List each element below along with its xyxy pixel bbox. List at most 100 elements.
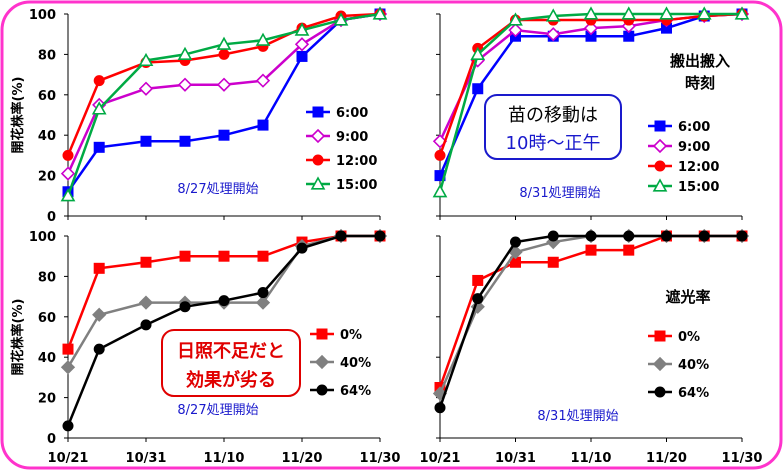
data-point [736,230,748,242]
data-point [296,50,308,62]
x-tick-label: 11/30 [360,451,401,466]
data-point [138,81,154,96]
y-tick-label: 20 [38,392,56,407]
data-point [472,293,484,305]
x-tick-label: 10/21 [48,451,89,466]
x-tick-label: 11/10 [204,451,245,466]
data-point [508,23,523,38]
data-point [216,36,232,50]
treatment-start-label: 8/31処理開始 [537,409,618,424]
data-point [510,236,521,248]
data-point [434,149,446,161]
data-point [583,21,599,36]
data-point [583,6,599,20]
legend-marker [314,354,330,370]
data-point [218,295,230,307]
data-point [62,343,74,355]
y-tick-label: 100 [29,8,56,23]
legend-label: 64% [678,386,709,401]
data-point [218,48,230,60]
data-point [92,307,107,322]
data-point [623,244,635,256]
data-point [140,319,152,331]
data-point [546,27,561,42]
x-tick-label: 10/31 [495,451,536,466]
x-tick-label: 11/30 [722,451,763,466]
data-point [179,301,191,313]
data-point [333,12,349,26]
legend-title: 遮光率 [665,288,710,306]
y-tick-label: 0 [47,210,56,225]
y-tick-label: 0 [47,432,56,447]
data-point [623,230,635,242]
data-point [257,287,269,299]
legend-marker [652,138,668,154]
legend-marker [316,328,328,340]
y-axis-label: 開花株率(%) [10,77,26,154]
legend-label: 40% [678,358,709,373]
legend-marker [652,178,668,192]
legend-marker [310,176,326,190]
callout-red-line2: 効果が劣る [186,369,276,391]
data-point [177,46,193,61]
data-point [372,6,388,20]
data-point [696,6,712,20]
legend-marker [310,128,326,144]
callout-blue: 苗の移動は 10時～正午 [484,94,622,160]
data-point [659,6,674,20]
data-point [93,141,105,153]
y-tick-label: 20 [38,170,56,185]
legend-marker [316,384,328,396]
panel-bottom-right: 10/21 10/31 11/10 11/20 11/30 8/31処理開始 遮光率 0% 40… [420,228,763,466]
data-point [218,129,230,141]
y-tick-label: 80 [38,48,56,63]
legend-label: 0% [340,328,362,343]
y-tick-label: 100 [29,230,56,245]
y-tick-label: 40 [38,351,56,366]
panel-bottom-left: 0 20 40 60 80 100 10/21 10/31 11/10 11/20 11/30 開花株… [10,228,401,466]
x-tick-label: 11/10 [571,451,612,466]
data-point [470,46,486,61]
data-point [140,135,152,147]
callout-red: 日照不足だと 効果が劣る [161,329,301,397]
data-point [335,230,347,242]
data-point [296,242,308,254]
data-point [91,101,107,115]
data-point [255,295,271,310]
data-point [255,32,271,46]
legend-label: 9:00 [336,130,368,145]
data-point [179,250,191,262]
data-point [621,6,637,20]
callout-blue-line2: 10時～正午 [506,133,601,154]
data-point [93,262,105,274]
data-point [257,119,269,131]
data-point [294,22,310,36]
legend-marker [654,386,666,398]
data-point [216,77,232,92]
data-point [432,184,448,198]
legend-marker [312,106,324,118]
data-point [661,230,672,242]
legend-label: 12:00 [678,160,719,175]
legend-label: 0% [678,330,700,345]
x-tick-label: 11/20 [646,451,687,466]
callout-blue-line1: 苗の移動は [508,105,598,126]
data-point [472,83,484,95]
y-tick-label: 80 [38,270,56,285]
legend-marker [652,356,668,372]
data-point [508,12,523,26]
legend-marker [654,160,666,172]
legend-label: 6:00 [336,106,368,121]
data-point [60,360,76,375]
data-point [374,230,386,242]
data-point [547,256,559,268]
data-point [698,230,710,242]
y-tick-label: 60 [38,89,56,104]
legend-label: 6:00 [678,120,710,135]
legend-marker [654,120,666,132]
data-point [138,295,154,310]
series-line [438,234,742,409]
data-point [255,73,271,88]
